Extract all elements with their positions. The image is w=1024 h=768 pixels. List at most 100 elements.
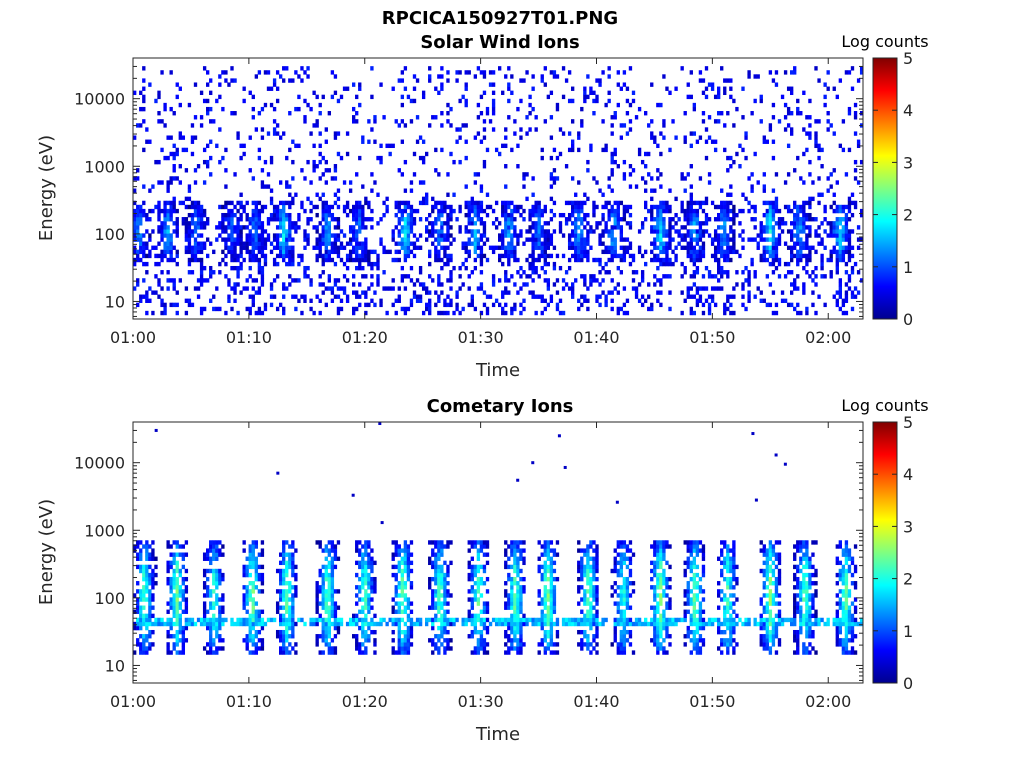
heatmap-cell bbox=[212, 625, 216, 631]
heatmap-cell bbox=[379, 617, 383, 623]
heatmap-cell bbox=[805, 241, 809, 246]
heatmap-cell bbox=[352, 274, 356, 279]
heatmap-cell bbox=[172, 572, 176, 578]
heatmap-cell bbox=[388, 151, 392, 157]
heatmap-cell bbox=[726, 192, 730, 197]
heatmap-cell bbox=[443, 302, 447, 308]
heatmap-cell bbox=[196, 257, 201, 263]
heatmap-cell bbox=[498, 278, 502, 283]
heatmap-cell bbox=[282, 621, 286, 627]
heatmap-cell bbox=[531, 265, 535, 271]
heatmap-cell bbox=[260, 225, 265, 230]
heatmap-cell bbox=[665, 200, 669, 206]
heatmap-cell bbox=[169, 249, 173, 255]
heatmap-cell bbox=[172, 556, 176, 561]
heatmap-cell bbox=[446, 629, 450, 635]
heatmap-cell bbox=[193, 225, 198, 230]
heatmap-cell bbox=[753, 151, 757, 157]
heatmap-cell bbox=[522, 217, 526, 222]
heatmap-cell bbox=[172, 168, 176, 173]
heatmap-cell bbox=[279, 225, 283, 230]
heatmap-cell bbox=[665, 274, 669, 279]
heatmap-cell bbox=[470, 576, 474, 582]
heatmap-cell bbox=[531, 225, 535, 230]
heatmap-cell bbox=[571, 208, 575, 214]
heatmap-cell bbox=[275, 629, 280, 635]
heatmap-cell bbox=[364, 560, 368, 566]
heatmap-cell bbox=[707, 233, 712, 238]
heatmap-cell bbox=[662, 233, 666, 238]
heatmap-cell bbox=[473, 172, 478, 177]
heatmap-cell bbox=[251, 548, 255, 553]
heatmap-cell bbox=[574, 245, 578, 250]
heatmap-cell bbox=[437, 274, 441, 279]
heatmap-cell bbox=[567, 241, 572, 246]
heatmap-cell bbox=[355, 621, 359, 627]
heatmap-cell bbox=[251, 298, 255, 303]
heatmap-cell bbox=[330, 613, 335, 619]
heatmap-cell bbox=[446, 192, 450, 197]
heatmap-cell bbox=[443, 204, 447, 210]
heatmap-cell bbox=[251, 556, 255, 561]
heatmap-cell bbox=[595, 298, 599, 303]
heatmap-cell bbox=[561, 212, 566, 218]
heatmap-cell bbox=[202, 180, 207, 185]
heatmap-cell bbox=[449, 286, 453, 291]
heatmap-cell bbox=[765, 257, 770, 263]
heatmap-cell bbox=[586, 306, 590, 312]
heatmap-cell bbox=[519, 265, 523, 271]
heatmap-cell bbox=[808, 217, 812, 222]
heatmap-cell bbox=[650, 131, 654, 136]
heatmap-cell bbox=[139, 540, 143, 545]
heatmap-cell bbox=[242, 98, 246, 104]
heatmap-cell bbox=[823, 217, 827, 222]
heatmap-cell bbox=[786, 245, 791, 250]
heatmap-cell bbox=[738, 208, 742, 214]
heatmap-cell bbox=[689, 233, 693, 238]
heatmap-cell bbox=[431, 204, 435, 210]
heatmap-cell bbox=[574, 208, 578, 214]
heatmap-cell bbox=[482, 127, 487, 132]
heatmap-cell bbox=[595, 221, 599, 226]
heatmap-cell bbox=[607, 257, 611, 263]
heatmap-cell bbox=[701, 221, 706, 226]
heatmap-cell bbox=[406, 221, 411, 226]
heatmap-cell bbox=[653, 274, 657, 279]
heatmap-cell bbox=[275, 233, 280, 238]
heatmap-cell bbox=[765, 200, 770, 206]
heatmap-cell bbox=[443, 237, 447, 242]
heatmap-cell bbox=[665, 249, 669, 255]
heatmap-cell bbox=[726, 208, 730, 214]
heatmap-cell bbox=[589, 143, 593, 149]
heatmap-cell bbox=[257, 310, 262, 316]
heatmap-cell bbox=[315, 225, 319, 230]
heatmap-cell bbox=[452, 159, 456, 165]
heatmap-cell bbox=[513, 119, 517, 124]
heatmap-cell bbox=[425, 617, 429, 623]
heatmap-cell bbox=[297, 212, 301, 218]
heatmap-cell bbox=[154, 245, 158, 250]
heatmap-cell bbox=[178, 102, 182, 108]
heatmap-cell bbox=[482, 135, 487, 140]
heatmap-cell bbox=[215, 556, 219, 561]
heatmap-cell bbox=[847, 257, 852, 263]
heatmap-cell bbox=[269, 241, 274, 246]
heatmap-cell bbox=[403, 306, 408, 312]
heatmap-cell bbox=[610, 155, 614, 161]
heatmap-cell bbox=[668, 147, 672, 153]
heatmap-cell bbox=[154, 159, 158, 165]
heatmap-cell bbox=[400, 306, 405, 312]
heatmap-cell bbox=[272, 261, 277, 267]
heatmap-cell bbox=[342, 233, 347, 238]
heatmap-cell bbox=[300, 257, 304, 263]
heatmap-cell bbox=[403, 86, 408, 91]
heatmap-cell bbox=[172, 613, 176, 619]
heatmap-cell bbox=[254, 629, 259, 635]
heatmap-cell bbox=[391, 143, 395, 149]
heatmap-cell bbox=[479, 609, 484, 614]
heatmap-cell bbox=[835, 265, 839, 271]
heatmap-cell bbox=[759, 257, 763, 263]
heatmap-cell bbox=[136, 581, 140, 586]
heatmap-cell bbox=[732, 221, 736, 226]
heatmap-cell bbox=[476, 212, 481, 218]
